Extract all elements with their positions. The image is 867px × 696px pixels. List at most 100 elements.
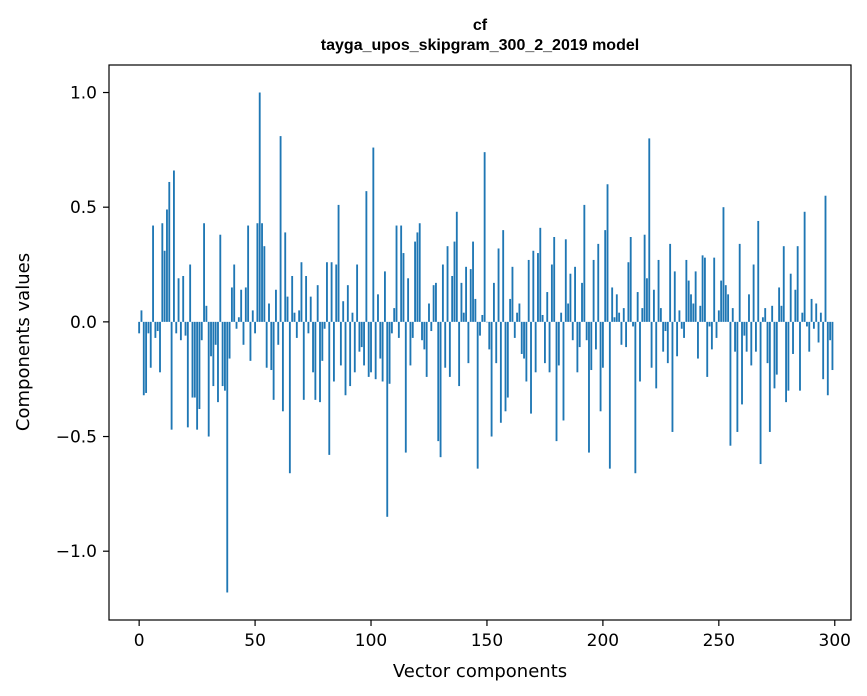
bar	[170, 321, 173, 430]
bar	[472, 241, 474, 322]
bar	[448, 321, 451, 377]
bar	[281, 321, 284, 412]
bar	[625, 321, 627, 348]
bar	[713, 257, 716, 322]
bar	[703, 257, 706, 322]
bar	[451, 275, 454, 322]
bar	[734, 321, 736, 352]
bar	[650, 321, 653, 368]
bar	[499, 321, 502, 423]
bar	[402, 253, 405, 322]
bar	[764, 308, 767, 322]
bar	[775, 321, 778, 375]
bar	[632, 321, 634, 327]
bar	[476, 321, 479, 469]
bar	[217, 321, 219, 403]
bar	[203, 223, 205, 322]
bar	[595, 321, 597, 350]
bar	[458, 321, 461, 387]
bar	[372, 147, 375, 322]
x-axis-label: Vector components	[393, 661, 567, 682]
bar	[697, 321, 699, 359]
bar	[200, 321, 203, 341]
bar	[664, 321, 667, 332]
bar	[488, 321, 491, 350]
bar	[738, 243, 741, 322]
bar	[439, 321, 442, 458]
y-tick-label: 1.0	[70, 84, 97, 104]
bar	[502, 230, 505, 322]
bar	[611, 287, 614, 322]
bar	[314, 321, 317, 400]
bar	[715, 321, 718, 338]
y-tick-label: −1.0	[56, 542, 97, 562]
bar	[606, 184, 609, 322]
bar	[337, 204, 340, 322]
bar	[444, 321, 447, 368]
bar	[597, 243, 600, 322]
bar	[636, 292, 639, 322]
bar	[184, 321, 187, 336]
bar	[782, 246, 785, 322]
bar	[154, 321, 157, 338]
bar	[666, 321, 669, 364]
bar	[629, 237, 632, 322]
bar	[687, 280, 690, 322]
bar	[736, 321, 739, 432]
bar	[344, 321, 347, 396]
bar	[193, 321, 196, 398]
bar	[622, 308, 625, 322]
bar	[462, 312, 465, 322]
bar	[634, 321, 637, 474]
bar	[349, 321, 352, 387]
bar	[156, 321, 159, 332]
x-tick-label: 100	[355, 631, 387, 651]
bar	[381, 321, 384, 382]
bar	[374, 321, 377, 380]
bar	[233, 264, 236, 322]
bar	[221, 321, 224, 387]
bar	[363, 321, 365, 366]
bar	[513, 321, 516, 338]
bar	[724, 285, 727, 322]
bar	[694, 271, 697, 322]
bar	[256, 223, 259, 322]
y-tick-label: −0.5	[56, 428, 97, 448]
bar	[286, 296, 289, 322]
bar	[613, 317, 616, 322]
bar	[404, 321, 407, 453]
bar	[659, 308, 662, 322]
bar	[254, 321, 256, 334]
bar	[435, 282, 437, 322]
bar	[189, 264, 192, 322]
bar	[328, 321, 331, 455]
bar	[789, 273, 792, 322]
x-axis-ticks: 0 50 100 150 200 250 300	[134, 620, 851, 651]
bar	[511, 266, 514, 322]
bar	[224, 321, 226, 391]
bar	[590, 321, 593, 371]
bar	[460, 282, 463, 322]
bar	[428, 303, 430, 322]
bar	[676, 321, 679, 357]
y-axis-ticks: −1.0 −0.5 0.0 0.5 1.0	[56, 84, 109, 562]
bar	[560, 312, 563, 322]
bar	[803, 211, 806, 322]
bar	[270, 321, 273, 371]
x-tick-label: 300	[819, 631, 851, 651]
bar	[750, 321, 753, 366]
bar	[768, 321, 771, 432]
bar	[140, 310, 143, 322]
bar	[198, 321, 201, 410]
bar	[437, 321, 440, 442]
bar	[662, 321, 665, 352]
bar	[307, 321, 310, 334]
bar	[562, 321, 565, 421]
bar	[305, 275, 308, 322]
bar	[481, 314, 484, 322]
bar	[829, 321, 832, 341]
bar	[386, 321, 389, 517]
bar	[516, 312, 519, 322]
bar	[785, 321, 787, 403]
